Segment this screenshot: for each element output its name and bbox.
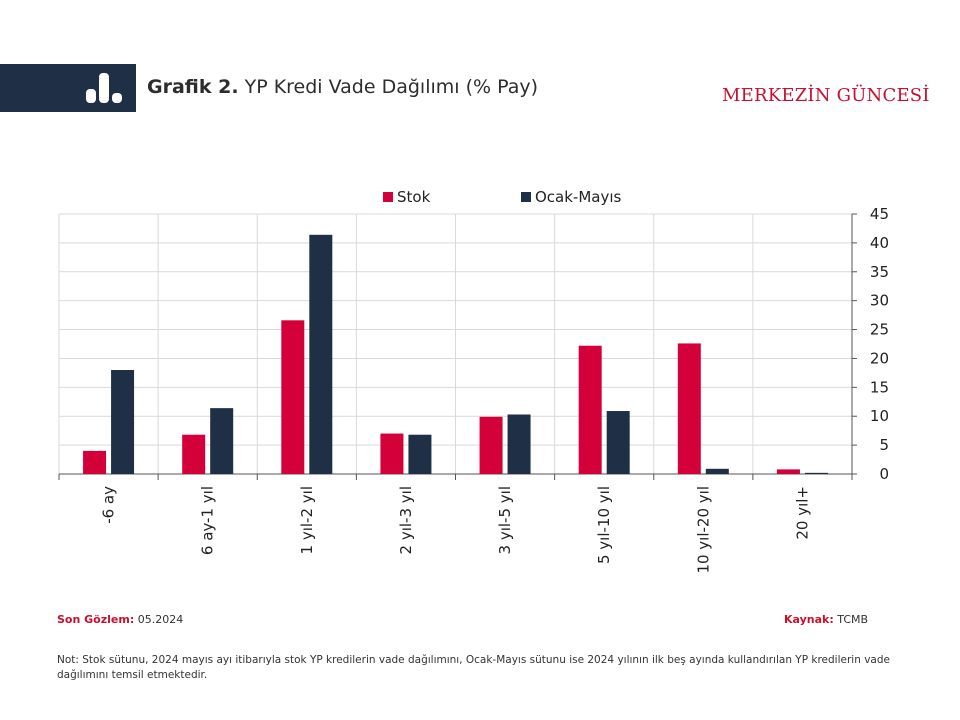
legend-item-stok: Stok: [383, 188, 430, 206]
x-tick-label: -6 ay: [100, 486, 118, 524]
bar-stok: [281, 320, 305, 474]
bar-stok: [677, 343, 701, 474]
bar-stok: [578, 345, 602, 474]
source: Kaynak: TCMB: [784, 613, 868, 626]
bar-ocak-mayis: [606, 411, 630, 474]
legend-label-ocak-mayis: Ocak-Mayıs: [535, 188, 622, 206]
y-tick-label: 30: [870, 292, 889, 310]
legend-swatch-stok: [383, 192, 393, 202]
bar-stok: [182, 434, 206, 474]
bar-ocak-mayis: [309, 234, 333, 474]
bar-stok: [479, 416, 503, 474]
bar-stok: [380, 433, 404, 474]
bar-ocak-mayis: [210, 408, 234, 474]
bar-stok: [776, 469, 800, 474]
legend-swatch-ocak-mayis: [521, 192, 531, 202]
footnote: Not: Stok sütunu, 2024 mayıs ayı itibarı…: [57, 654, 890, 681]
chart-title-number: Grafik 2.: [147, 76, 239, 98]
bar-ocak-mayis: [804, 472, 828, 474]
y-tick-label: 40: [870, 234, 889, 252]
y-tick-label: 35: [870, 263, 889, 281]
x-tick-label: 5 yıl-10 yıl: [595, 486, 613, 564]
x-tick-label: 20 yıl+: [793, 486, 811, 540]
x-tick-label: 2 yıl-3 yıl: [397, 486, 415, 554]
y-tick-label: 45: [870, 205, 889, 223]
last-observation-value: 05.2024: [134, 613, 184, 626]
bar-chart-icon: [86, 73, 122, 103]
bar-ocak-mayis: [111, 370, 135, 474]
chart-title-text: YP Kredi Vade Dağılımı (% Pay): [238, 76, 538, 98]
x-tick-label: 1 yıl-2 yıl: [298, 486, 316, 554]
x-tick-label: 6 ay-1 yıl: [199, 486, 217, 555]
bar-ocak-mayis: [408, 434, 432, 474]
y-tick-label: 0: [879, 465, 889, 483]
y-tick-label: 5: [879, 436, 889, 454]
legend-label-stok: Stok: [397, 188, 431, 206]
header-band: [0, 64, 136, 112]
y-tick-label: 25: [870, 321, 889, 339]
chart-title: Grafik 2. YP Kredi Vade Dağılımı (% Pay): [147, 76, 538, 98]
y-tick-label: 10: [870, 407, 889, 425]
bar-ocak-mayis: [705, 468, 729, 474]
bar-ocak-mayis: [507, 414, 531, 474]
brand-logo: MERKEZİN GÜNCESİ: [722, 85, 930, 106]
last-observation-label: Son Gözlem:: [57, 613, 135, 626]
x-tick-label: 10 yıl-20 yıl: [694, 486, 712, 574]
last-observation: Son Gözlem: 05.2024: [57, 613, 183, 626]
legend-item-ocak-mayis: Ocak-Mayıs: [521, 188, 621, 206]
bar-stok: [83, 450, 107, 474]
source-value: TCMB: [833, 613, 869, 626]
y-tick-label: 20: [870, 349, 889, 367]
y-tick-label: 15: [870, 378, 889, 396]
source-label: Kaynak:: [784, 613, 834, 626]
x-tick-label: 3 yıl-5 yıl: [496, 486, 514, 554]
